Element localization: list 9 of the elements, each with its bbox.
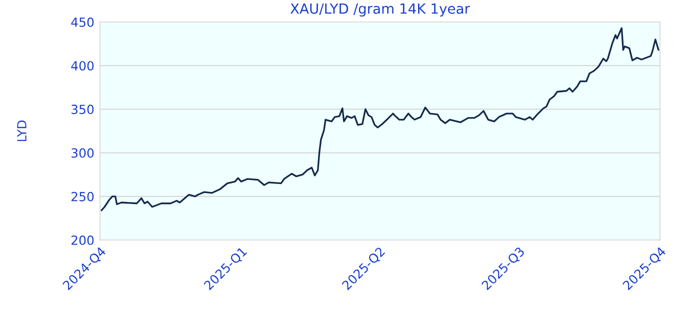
line-series	[100, 27, 660, 212]
y-tick-label: 350	[72, 104, 94, 114]
y-tick-label: 250	[72, 192, 94, 202]
y-axis-title: LYD	[17, 120, 26, 142]
y-tick-label: 450	[71, 17, 94, 27]
chart-title: XAU/LYD /gram 14K 1year	[290, 4, 470, 17]
y-tick-label: 200	[72, 235, 94, 245]
y-tick-label: 400	[71, 61, 94, 71]
y-tick-label: 300	[72, 148, 94, 158]
